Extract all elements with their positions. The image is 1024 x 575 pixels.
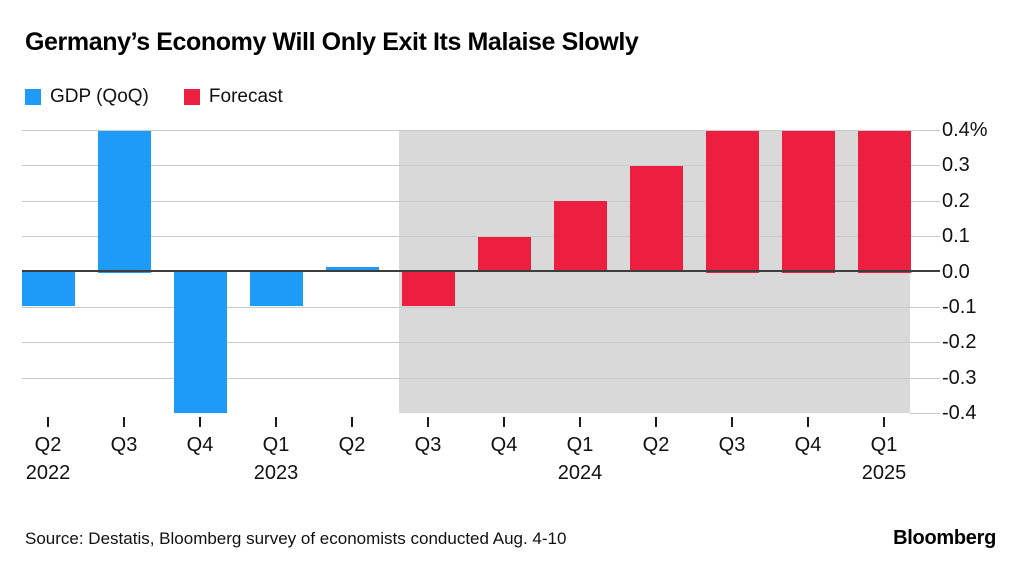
x-label-q3-2023: Q3 bbox=[414, 434, 442, 456]
x-tick-q2-2024 bbox=[655, 417, 657, 427]
x-tick-q1-2025 bbox=[883, 417, 885, 427]
bar-q2-2022 bbox=[22, 271, 75, 306]
x-tick-q1-2023 bbox=[275, 417, 277, 427]
bloomberg-logo: Bloomberg bbox=[893, 527, 996, 549]
legend-label-gdp: GDP (QoQ) bbox=[50, 86, 149, 107]
x-label-q1-2023: Q1 bbox=[262, 434, 290, 456]
bar-q4-2023 bbox=[478, 237, 531, 272]
x-year-label-2024: 2024 bbox=[557, 462, 603, 484]
bar-q4-2022 bbox=[174, 271, 227, 413]
axis-stub--0.3 bbox=[910, 378, 940, 379]
legend-item-forecast: Forecast bbox=[183, 86, 283, 108]
bar-q2-2024 bbox=[630, 166, 683, 272]
gridline--0.2 bbox=[22, 342, 910, 343]
y-axis-label-0.1: 0.1 bbox=[942, 225, 970, 247]
y-axis-label-0.0: 0.0 bbox=[942, 261, 970, 283]
x-tick-q4-2023 bbox=[503, 417, 505, 427]
gridline-0.1 bbox=[22, 236, 910, 237]
chart-legend: GDP (QoQ) Forecast bbox=[25, 86, 283, 108]
x-label-q4-2023: Q4 bbox=[490, 434, 518, 456]
x-year-label-2022: 2022 bbox=[25, 462, 71, 484]
bar-q1-2024 bbox=[554, 201, 607, 272]
legend-swatch-forecast bbox=[183, 89, 200, 105]
y-axis-label-0.2: 0.2 bbox=[942, 190, 970, 212]
x-tick-q4-2022 bbox=[199, 417, 201, 427]
bar-q1-2025 bbox=[858, 131, 911, 273]
gridline--0.3 bbox=[22, 378, 910, 379]
legend-item-gdp: GDP (QoQ) bbox=[25, 86, 149, 108]
axis-stub--0.1 bbox=[910, 307, 940, 308]
gridline-0.4% bbox=[22, 130, 910, 131]
gridline--0.1 bbox=[22, 307, 910, 308]
x-tick-q1-2024 bbox=[579, 417, 581, 427]
axis-stub-0.1 bbox=[910, 236, 940, 237]
bar-q4-2024 bbox=[782, 131, 835, 273]
x-tick-q3-2022 bbox=[123, 417, 125, 427]
gridline-0.3 bbox=[22, 165, 910, 166]
axis-stub--0.4 bbox=[910, 413, 940, 414]
axis-stub-0.4% bbox=[910, 130, 940, 131]
y-axis-label--0.1: -0.1 bbox=[942, 296, 977, 318]
bar-q1-2023 bbox=[250, 271, 303, 306]
y-axis-label--0.3: -0.3 bbox=[942, 367, 977, 389]
axis-stub-0.3 bbox=[910, 165, 940, 166]
x-label-q2-2024: Q2 bbox=[642, 434, 670, 456]
chart-area: 0.4% 0.3 0.2 0.1 0.0 -0.1 -0.2 -0.3 -0.4 Q2 2022 Q3… bbox=[0, 119, 1024, 490]
x-label-q4-2024: Q4 bbox=[794, 434, 822, 456]
x-tick-q3-2024 bbox=[731, 417, 733, 427]
legend-label-forecast: Forecast bbox=[208, 86, 283, 107]
x-tick-q2-2022 bbox=[47, 417, 49, 427]
x-label-q3-2022: Q3 bbox=[110, 434, 138, 456]
x-tick-q4-2024 bbox=[807, 417, 809, 427]
y-axis-label-0.4%: 0.4% bbox=[942, 119, 988, 141]
gridline-0.2 bbox=[22, 201, 910, 202]
y-axis-label--0.4: -0.4 bbox=[942, 402, 977, 424]
bar-q2-2023 bbox=[326, 267, 379, 270]
x-tick-q2-2023 bbox=[351, 417, 353, 427]
legend-swatch-gdp bbox=[25, 89, 41, 105]
x-year-label-2023: 2023 bbox=[253, 462, 299, 484]
y-axis-label-0.3: 0.3 bbox=[942, 154, 970, 176]
source-text: Source: Destatis, Bloomberg survey of ec… bbox=[25, 528, 567, 548]
x-label-q1-2025: Q1 bbox=[870, 434, 898, 456]
x-label-q2-2022: Q2 bbox=[34, 434, 62, 456]
source-row: Source: Destatis, Bloomberg survey of ec… bbox=[25, 527, 996, 550]
bar-q3-2022 bbox=[98, 131, 151, 273]
x-label-q3-2024: Q3 bbox=[718, 434, 746, 456]
x-year-label-2025: 2025 bbox=[861, 462, 907, 484]
plot-area bbox=[22, 130, 940, 414]
zero-line bbox=[22, 270, 940, 272]
chart-title: Germany’s Economy Will Only Exit Its Mal… bbox=[25, 28, 639, 56]
bar-q3-2024 bbox=[706, 131, 759, 273]
x-tick-q3-2023 bbox=[427, 417, 429, 427]
y-axis-label--0.2: -0.2 bbox=[942, 331, 977, 353]
x-label-q1-2024: Q1 bbox=[566, 434, 594, 456]
bar-q3-2023 bbox=[402, 271, 455, 306]
x-label-q2-2023: Q2 bbox=[338, 434, 366, 456]
x-label-q4-2022: Q4 bbox=[186, 434, 214, 456]
axis-stub-0.2 bbox=[910, 201, 940, 202]
axis-stub--0.2 bbox=[910, 342, 940, 343]
